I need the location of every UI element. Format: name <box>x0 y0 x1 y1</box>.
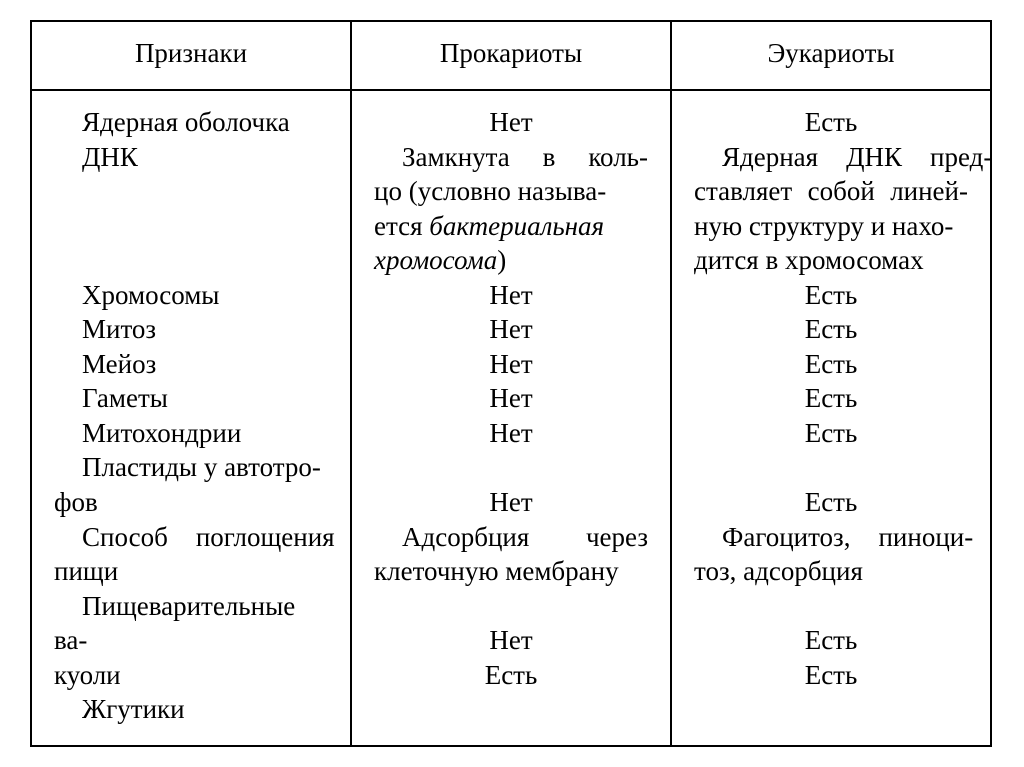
value-cont: хромосома) <box>374 243 648 278</box>
spacer <box>54 174 328 209</box>
value-cont: цо (условно называ- <box>374 174 648 209</box>
word: Ядерная <box>694 140 818 175</box>
value: Нет <box>374 416 648 451</box>
col-header-prokaryotes: Прокариоты <box>351 21 671 90</box>
feature-label: Хромосомы <box>54 278 328 313</box>
word: коль- <box>560 140 648 175</box>
word: ставляет <box>694 174 792 209</box>
italic-text: хромосома <box>374 245 497 275</box>
feature-label-cont: пищи <box>54 554 328 589</box>
word: ДНК <box>818 140 902 175</box>
word: в <box>515 140 556 175</box>
cell-features: Ядерная оболочка ДНК Хромосомы Митоз Мей… <box>31 90 351 746</box>
value: Есть <box>694 381 968 416</box>
word: Фагоцитоз, <box>694 520 850 555</box>
value: ЯдернаяДНКпред- <box>694 140 968 175</box>
feature-label: Мейоз <box>54 347 328 382</box>
value: Нет <box>374 347 648 382</box>
word: пиноци- <box>850 520 973 555</box>
feature-label: Ядерная оболочка <box>54 105 328 140</box>
spacer <box>694 450 968 485</box>
value: Есть <box>694 485 968 520</box>
table-body: Ядерная оболочка ДНК Хромосомы Митоз Мей… <box>31 90 991 746</box>
word: пред- <box>902 140 992 175</box>
table-body-row: Ядерная оболочка ДНК Хромосомы Митоз Мей… <box>31 90 991 746</box>
word: Адсорбция <box>374 520 529 555</box>
value: Замкнутавколь- <box>374 140 648 175</box>
value: Есть <box>694 347 968 382</box>
text: ется <box>374 211 429 241</box>
value: Фагоцитоз,пиноци- <box>694 520 968 555</box>
spacer <box>54 209 328 244</box>
feature-label: ДНК <box>54 140 328 175</box>
page: Признаки Прокариоты Эукариоты Ядерная об… <box>0 0 1024 767</box>
value: Нет <box>374 105 648 140</box>
word: линей- <box>890 174 968 209</box>
value: Есть <box>694 416 968 451</box>
value: Нет <box>374 278 648 313</box>
value: Есть <box>374 658 648 693</box>
feature-label-cont: куоли <box>54 658 328 693</box>
cell-prokaryotes: Нет Замкнутавколь- цо (условно называ- е… <box>351 90 671 746</box>
value: Нет <box>374 623 648 658</box>
value: Есть <box>694 312 968 347</box>
col-header-feature: Признаки <box>31 21 351 90</box>
feature-label: Пищеварительные ва- <box>54 589 328 658</box>
value: Есть <box>694 278 968 313</box>
table-header-row: Признаки Прокариоты Эукариоты <box>31 21 991 90</box>
feature-label-cont: фов <box>54 485 328 520</box>
word: через <box>558 520 648 555</box>
feature-label: Митохондрии <box>54 416 328 451</box>
value-cont: ется бактериальная <box>374 209 648 244</box>
value: Есть <box>694 623 968 658</box>
feature-label: Способпоглощения <box>54 520 328 555</box>
value-cont: ставляет собой линей- <box>694 174 968 209</box>
word: Способ <box>54 520 168 555</box>
spacer <box>374 589 648 624</box>
value-cont: клеточную мембрану <box>374 554 648 589</box>
word: поглощения <box>168 520 335 555</box>
value-cont: ную структуру и нахо- <box>694 209 968 244</box>
spacer <box>54 243 328 278</box>
word: Замкнута <box>374 140 510 175</box>
word: собой <box>808 174 875 209</box>
text: ) <box>497 245 506 275</box>
comparison-table: Признаки Прокариоты Эукариоты Ядерная об… <box>30 20 992 747</box>
italic-text: бактериальная <box>429 211 604 241</box>
feature-label: Пластиды у автотро- <box>54 450 328 485</box>
value: Есть <box>694 658 968 693</box>
feature-label: Жгутики <box>54 692 328 727</box>
value: Адсорбция через <box>374 520 648 555</box>
value-cont: тоз, адсорбция <box>694 554 968 589</box>
spacer <box>694 589 968 624</box>
feature-label: Митоз <box>54 312 328 347</box>
value: Нет <box>374 312 648 347</box>
table-header: Признаки Прокариоты Эукариоты <box>31 21 991 90</box>
value: Есть <box>694 105 968 140</box>
value-cont: дится в хромосомах <box>694 243 968 278</box>
spacer <box>374 450 648 485</box>
value: Нет <box>374 485 648 520</box>
cell-eukaryotes: Есть ЯдернаяДНКпред- ставляет собой линей-… <box>671 90 991 746</box>
feature-label: Гаметы <box>54 381 328 416</box>
col-header-eukaryotes: Эукариоты <box>671 21 991 90</box>
value: Нет <box>374 381 648 416</box>
